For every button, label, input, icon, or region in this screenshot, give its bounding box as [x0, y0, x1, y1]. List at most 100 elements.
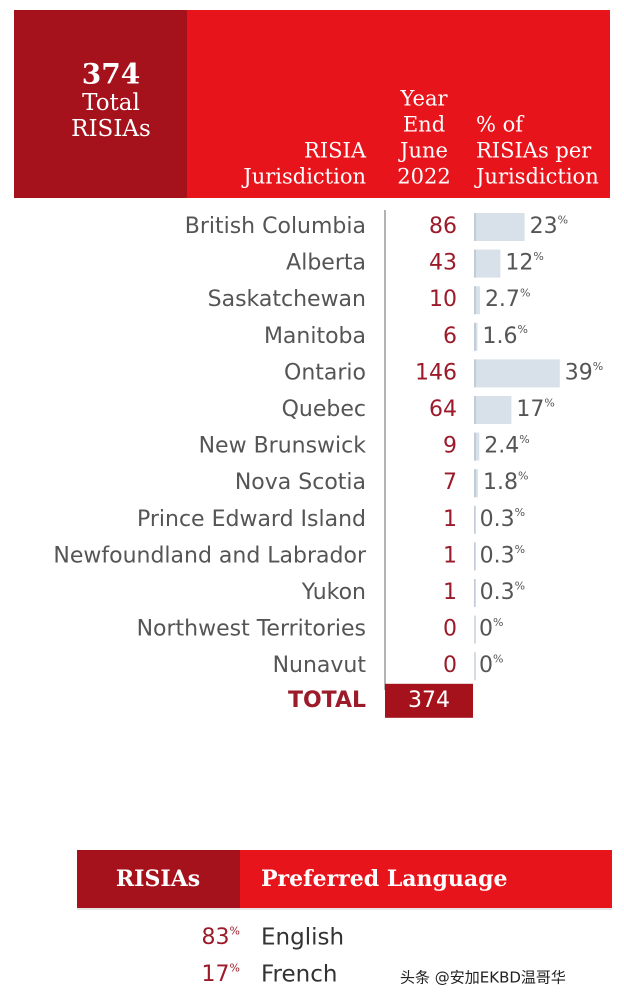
- pct-bar: [474, 286, 480, 315]
- pct-label: 0.3%: [480, 506, 525, 532]
- pct-label: 0.3%: [480, 579, 525, 605]
- col-header: Jurisdiction: [474, 165, 599, 189]
- pct-label: 0%: [479, 616, 503, 642]
- pct-unit: %: [515, 579, 525, 592]
- pct-bar: [474, 579, 475, 607]
- pct-unit: %: [519, 433, 529, 446]
- jurisdiction: Quebec: [282, 397, 366, 422]
- pct-label: 0.3%: [480, 543, 525, 569]
- language-name: English: [261, 925, 344, 951]
- jurisdiction: Newfoundland and Labrador: [53, 543, 367, 568]
- pct-unit: %: [593, 360, 603, 373]
- pct-unit: %: [518, 470, 528, 483]
- pct-bar: [474, 505, 475, 534]
- pct-label-value: 1.6: [483, 324, 518, 349]
- pct-label-value: 0.3: [480, 543, 515, 568]
- language-left-header: [77, 850, 240, 908]
- count: 1: [443, 507, 457, 532]
- pct-bar: [474, 432, 480, 461]
- pct-unit: %: [230, 961, 240, 974]
- pct-unit: %: [493, 616, 503, 629]
- pct-bar: [474, 542, 475, 571]
- pct-label-value: 0: [479, 653, 493, 678]
- jurisdiction: Alberta: [286, 251, 366, 276]
- header-total-label: Total: [82, 90, 140, 116]
- pct-unit: %: [518, 323, 528, 336]
- pct-label-value: 0.3: [480, 580, 515, 605]
- pct-unit: %: [230, 924, 240, 937]
- language-pct: 17%: [202, 961, 240, 987]
- pct-label: 12%: [505, 250, 543, 276]
- pct-unit: %: [493, 653, 503, 666]
- pct-bar: [474, 469, 478, 498]
- jurisdiction: Saskatchewan: [208, 287, 366, 312]
- pct-unit: %: [515, 543, 525, 556]
- count: 7: [443, 470, 457, 495]
- jurisdiction: Manitoba: [264, 324, 366, 349]
- total-label: TOTAL: [288, 688, 366, 713]
- jurisdiction: Prince Edward Island: [137, 507, 366, 532]
- pct-unit: %: [558, 213, 568, 226]
- jurisdiction: Yukon: [301, 580, 366, 605]
- pct-label: 39%: [565, 360, 603, 386]
- col-header: RISIAs per: [476, 139, 592, 163]
- header-total: 374: [82, 58, 140, 91]
- language-right-header: [240, 850, 612, 908]
- count: 9: [443, 434, 457, 459]
- count: 146: [415, 360, 457, 385]
- pct-label-value: 2.7: [485, 287, 520, 312]
- pct-label-value: 12: [505, 251, 533, 276]
- col-header: End: [403, 113, 445, 137]
- pct-label: 0%: [479, 653, 503, 679]
- language-left-header: RISIAs: [116, 866, 200, 892]
- pct-bar: [474, 396, 512, 424]
- count: 10: [429, 287, 457, 312]
- pct-label: 1.8%: [483, 470, 528, 496]
- count: 6: [443, 324, 457, 349]
- pct-bar: [474, 249, 501, 278]
- pct-label-value: 23: [530, 214, 558, 239]
- pct-label-value: 1.8: [483, 470, 518, 495]
- count: 1: [443, 580, 457, 605]
- col-header: June: [398, 139, 448, 163]
- col-header: % of: [476, 113, 525, 137]
- pct-unit: %: [515, 506, 525, 519]
- language-pct-value: 83: [202, 925, 230, 950]
- count: 64: [429, 397, 457, 422]
- count: 0: [443, 617, 457, 642]
- language-pct: 83%: [202, 924, 240, 950]
- pct-bar: [474, 359, 560, 388]
- jurisdiction: Ontario: [284, 360, 366, 385]
- col-header: Year: [399, 87, 448, 111]
- pct-label: 1.6%: [483, 323, 528, 349]
- total-box: [385, 683, 473, 718]
- count: 0: [443, 653, 457, 678]
- pct-bar: [474, 213, 525, 241]
- header-total-block: [14, 10, 187, 198]
- pct-label-value: 0.3: [480, 507, 515, 532]
- pct-label-value: 2.4: [484, 434, 519, 459]
- jurisdiction: Northwest Territories: [137, 617, 366, 642]
- jurisdiction: Nunavut: [273, 653, 367, 678]
- pct-unit: %: [533, 250, 543, 263]
- total-value: 374: [408, 688, 450, 713]
- count: 1: [443, 543, 457, 568]
- watermark: 头条 @安加EKBD温哥华: [400, 969, 566, 987]
- pct-label: 2.4%: [484, 433, 529, 459]
- col-header: Jurisdiction: [241, 165, 366, 189]
- pct-label: 2.7%: [485, 287, 530, 313]
- pct-bar: [474, 322, 478, 351]
- pct-label-value: 17: [516, 397, 544, 422]
- jurisdiction: New Brunswick: [199, 434, 367, 459]
- jurisdiction: Nova Scotia: [235, 470, 366, 495]
- pct-label: 23%: [530, 213, 568, 239]
- col-header: RISIA: [304, 139, 367, 163]
- header-total-label: RISIAs: [71, 116, 151, 142]
- language-right-header: Preferred Language: [261, 866, 508, 892]
- col-header: 2022: [397, 165, 450, 189]
- language-pct-value: 17: [202, 962, 230, 987]
- pct-label-value: 39: [565, 360, 593, 385]
- pct-label: 17%: [516, 396, 554, 422]
- pct-unit: %: [520, 287, 530, 300]
